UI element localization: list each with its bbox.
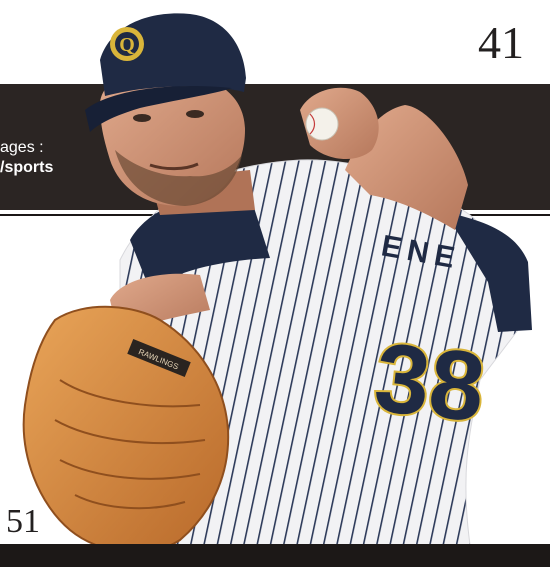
band-caption-line1: ages : bbox=[0, 139, 44, 156]
right-sleeve bbox=[445, 212, 532, 332]
cap-logo-letter: Q bbox=[119, 34, 135, 56]
jersey-number: 38 bbox=[370, 321, 490, 442]
left-sleeve bbox=[130, 194, 270, 290]
throwing-hand bbox=[300, 87, 379, 160]
baseball-icon bbox=[305, 107, 339, 141]
glove-label-patch bbox=[127, 338, 191, 378]
bottom-bar bbox=[0, 544, 550, 567]
beard bbox=[115, 150, 242, 206]
page-number-top: 41 bbox=[478, 17, 524, 68]
band-caption: ages : /sports bbox=[0, 138, 53, 178]
cap-brim bbox=[85, 86, 232, 132]
page-number-bottom: 51 bbox=[6, 503, 40, 540]
band-caption-line2: /sports bbox=[0, 159, 54, 176]
